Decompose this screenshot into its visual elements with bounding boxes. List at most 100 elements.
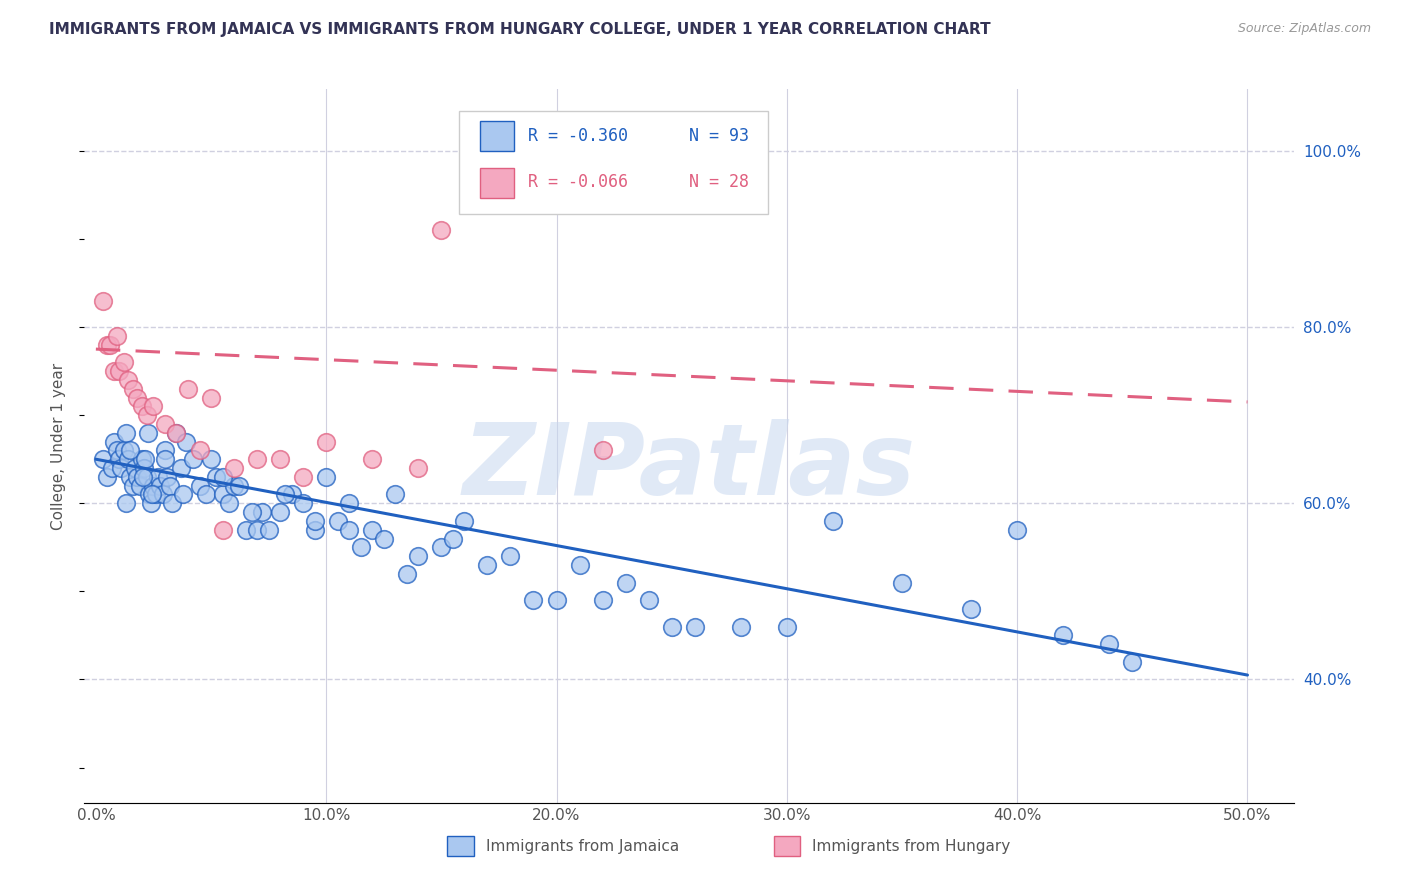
Point [117, 452, 139, 467]
Point [337, 523, 360, 537]
Point [177, 382, 200, 396]
Point [661, 619, 683, 633]
Point [91, 452, 114, 467]
FancyBboxPatch shape [460, 111, 768, 214]
Point [222, 478, 245, 492]
Point [430, 223, 453, 237]
Point [384, 487, 406, 501]
Point [337, 496, 360, 510]
Text: R = -0.360: R = -0.360 [529, 127, 628, 145]
Point [246, 452, 269, 467]
Point [121, 478, 143, 492]
Point [373, 532, 395, 546]
Text: Immigrants from Jamaica: Immigrants from Jamaica [486, 838, 679, 854]
Text: R = -0.066: R = -0.066 [529, 173, 628, 191]
Point [160, 496, 183, 510]
Point [960, 602, 983, 616]
Point [159, 478, 181, 492]
Point [91, 293, 114, 308]
Point [128, 478, 150, 492]
Point [103, 364, 125, 378]
Point [103, 434, 125, 449]
Point [246, 523, 269, 537]
Point [228, 478, 250, 492]
Point [146, 470, 169, 484]
Point [592, 443, 614, 458]
Point [135, 470, 157, 484]
Text: N = 28: N = 28 [689, 173, 749, 191]
Point [195, 487, 218, 501]
Point [145, 487, 167, 501]
Point [350, 541, 373, 555]
Point [522, 593, 544, 607]
Point [127, 470, 149, 484]
Point [152, 487, 174, 501]
Point [395, 566, 418, 581]
Point [269, 452, 291, 467]
Point [477, 558, 499, 572]
Text: ZIPatlas: ZIPatlas [463, 419, 915, 516]
Text: Immigrants from Hungary: Immigrants from Hungary [813, 838, 1011, 854]
Point [441, 532, 464, 546]
Point [172, 487, 194, 501]
Point [250, 505, 273, 519]
Y-axis label: College, Under 1 year: College, Under 1 year [51, 362, 66, 530]
Point [134, 452, 156, 467]
Point [315, 470, 337, 484]
Point [269, 505, 291, 519]
Point [408, 461, 430, 475]
Point [326, 514, 349, 528]
Point [821, 514, 844, 528]
Text: IMMIGRANTS FROM JAMAICA VS IMMIGRANTS FROM HUNGARY COLLEGE, UNDER 1 YEAR CORRELA: IMMIGRANTS FROM JAMAICA VS IMMIGRANTS FR… [49, 22, 991, 37]
Point [112, 355, 135, 369]
Point [142, 478, 165, 492]
Point [211, 487, 233, 501]
Point [408, 549, 430, 563]
Point [117, 373, 139, 387]
Point [280, 487, 302, 501]
Point [114, 496, 136, 510]
Point [200, 452, 222, 467]
Point [124, 461, 146, 475]
FancyBboxPatch shape [479, 121, 513, 152]
Point [96, 470, 118, 484]
FancyBboxPatch shape [479, 168, 513, 198]
Point [568, 558, 591, 572]
Point [776, 619, 799, 633]
Point [127, 391, 149, 405]
Point [218, 496, 240, 510]
Point [110, 461, 132, 475]
Point [120, 443, 142, 458]
Point [96, 337, 118, 351]
Point [114, 425, 136, 440]
Point [242, 505, 264, 519]
Point [181, 452, 204, 467]
Point [1121, 655, 1143, 669]
Point [138, 487, 160, 501]
Point [149, 478, 172, 492]
Point [614, 575, 637, 590]
Point [134, 461, 156, 475]
Point [131, 400, 153, 414]
Point [112, 443, 135, 458]
Point [135, 408, 157, 422]
FancyBboxPatch shape [447, 837, 474, 856]
Point [132, 470, 155, 484]
Point [257, 523, 280, 537]
Point [174, 434, 197, 449]
Point [153, 443, 176, 458]
Text: N = 93: N = 93 [689, 127, 749, 145]
Point [153, 452, 176, 467]
Point [131, 452, 153, 467]
Point [1052, 628, 1074, 642]
Point [274, 487, 297, 501]
Point [142, 400, 165, 414]
FancyBboxPatch shape [773, 837, 800, 856]
Point [453, 514, 475, 528]
Point [121, 382, 143, 396]
Point [204, 470, 226, 484]
Point [120, 470, 142, 484]
Point [98, 337, 121, 351]
Point [1005, 523, 1028, 537]
Point [361, 523, 384, 537]
